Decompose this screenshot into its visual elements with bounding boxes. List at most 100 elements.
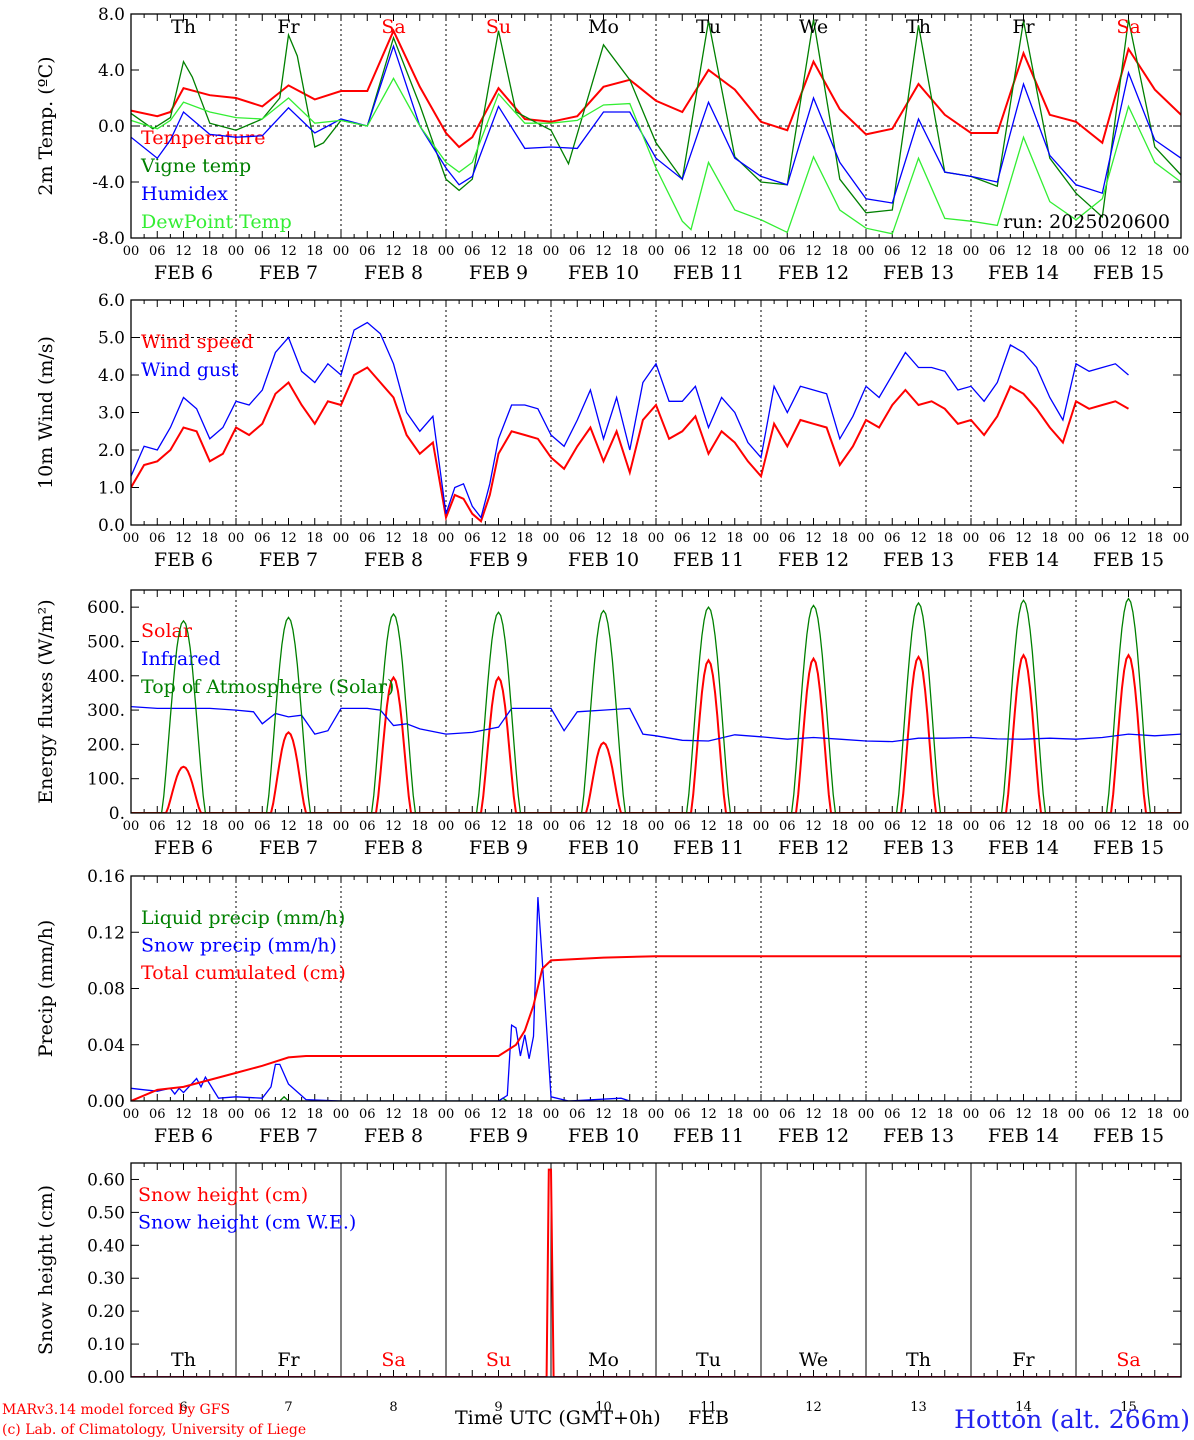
hour-tick-label: 18 — [621, 531, 638, 546]
hour-tick-label: 06 — [464, 244, 481, 259]
hour-tick-label: 18 — [1146, 531, 1163, 546]
hour-tick-label: 00 — [1173, 1107, 1190, 1122]
day-label: FEB 11 — [673, 262, 744, 284]
panel-energy: 600. 500. 400. 300. 200. 100. 0. Solar Infrared T… — [35, 589, 1190, 859]
y-tick-label: 4.0 — [98, 366, 125, 386]
weekday-label: Fr — [277, 1349, 300, 1371]
hour-tick-label: 00 — [1173, 819, 1190, 834]
hour-tick-label: 12 — [700, 1107, 717, 1122]
hour-tick-label: 18 — [1041, 244, 1058, 259]
y-tick-label: 5.0 — [98, 329, 125, 349]
hour-tick-label: 18 — [1146, 819, 1163, 834]
hour-tick-label: 18 — [411, 819, 428, 834]
legend-entry: Solar — [141, 620, 193, 642]
hour-tick-label: 18 — [831, 244, 848, 259]
hour-tick-label: 06 — [989, 531, 1006, 546]
y-tick-label: 100. — [87, 770, 125, 790]
hour-tick-label: 00 — [333, 531, 350, 546]
day-label: FEB 15 — [1093, 837, 1164, 859]
day-label: FEB 7 — [259, 549, 318, 571]
hour-tick-label: 12 — [490, 1107, 507, 1122]
day-number: 14 — [1015, 1400, 1032, 1415]
y-tick-label: 500. — [87, 632, 125, 652]
weekday-label: Fr — [277, 16, 300, 38]
series-line-humidex — [131, 44, 1181, 204]
series-line-snow-height-cm- — [131, 1168, 1181, 1377]
hour-tick-label: 00 — [963, 819, 980, 834]
hour-tick-label: 12 — [595, 819, 612, 834]
hour-tick-label: 12 — [910, 1107, 927, 1122]
hour-tick-label: 06 — [989, 819, 1006, 834]
day-number: 15 — [1120, 1400, 1137, 1415]
hour-tick-label: 06 — [1094, 819, 1111, 834]
day-label: FEB 6 — [154, 1125, 213, 1147]
weekday-label: Sa — [381, 16, 405, 38]
hour-tick-label: 18 — [936, 819, 953, 834]
y-tick-label: 1.0 — [98, 479, 125, 499]
y-tick-label: 0.00 — [87, 1092, 125, 1112]
hour-tick-label: 00 — [543, 531, 560, 546]
hour-tick-label: 06 — [674, 1107, 691, 1122]
panel-wind: 6.0 5.0 4.0 3.0 2.0 1.0 0.0 Wind speed Wind gust… — [35, 291, 1189, 571]
hour-tick-label: 18 — [201, 244, 218, 259]
hour-tick-label: 12 — [1120, 819, 1137, 834]
weekday-label: Mo — [588, 1349, 619, 1371]
hour-tick-label: 00 — [1173, 244, 1190, 259]
hour-tick-label: 00 — [543, 244, 560, 259]
day-number: 8 — [389, 1400, 397, 1415]
day-number: 13 — [910, 1400, 927, 1415]
weekday-label: Sa — [1116, 1349, 1140, 1371]
day-label: FEB 8 — [364, 262, 423, 284]
day-label: FEB 13 — [883, 549, 954, 571]
weekday-label: Th — [906, 16, 931, 38]
hour-tick-label: 18 — [306, 531, 323, 546]
hour-tick-label: 00 — [858, 531, 875, 546]
hour-tick-label: 12 — [1015, 244, 1032, 259]
hour-tick-label: 06 — [254, 1107, 271, 1122]
hour-tick-label: 18 — [306, 1107, 323, 1122]
hour-tick-label: 12 — [490, 244, 507, 259]
hour-tick-label: 06 — [674, 819, 691, 834]
hour-tick-label: 06 — [884, 244, 901, 259]
hour-tick-label: 18 — [621, 244, 638, 259]
hour-tick-label: 12 — [910, 244, 927, 259]
hour-tick-label: 12 — [385, 244, 402, 259]
hour-tick-label: 06 — [464, 1107, 481, 1122]
day-label: FEB 14 — [988, 262, 1059, 284]
hour-tick-label: 18 — [621, 1107, 638, 1122]
plot-frame — [130, 299, 1182, 526]
plot-frame — [130, 13, 1182, 239]
hour-tick-label: 12 — [805, 531, 822, 546]
weekday-label: Fr — [1012, 16, 1035, 38]
hour-tick-label: 12 — [1120, 1107, 1137, 1122]
y-tick-label: 0.60 — [87, 1170, 125, 1190]
legend-entry: Snow precip (mm/h) — [141, 935, 337, 957]
day-label: FEB 12 — [778, 262, 849, 284]
series-line-wind-speed — [131, 366, 1129, 524]
y-tick-label: 2.0 — [98, 441, 125, 461]
day-label: FEB 13 — [883, 262, 954, 284]
legend-entry: Liquid precip (mm/h) — [141, 907, 345, 929]
hour-tick-label: 06 — [464, 819, 481, 834]
lab-credit: (c) Lab. of Climatology, University of L… — [2, 1422, 306, 1438]
hour-tick-label: 18 — [201, 1107, 218, 1122]
hour-tick-label: 00 — [648, 244, 665, 259]
model-credit: MARv3.14 model forced by GFS — [2, 1402, 230, 1418]
hour-tick-label: 12 — [280, 531, 297, 546]
series-line-total-cumulated-cm- — [131, 955, 1181, 1101]
hour-tick-label: 18 — [726, 1107, 743, 1122]
series-line-wind-gust — [131, 321, 1129, 519]
hour-tick-label: 06 — [674, 244, 691, 259]
hour-tick-label: 18 — [201, 819, 218, 834]
hour-tick-label: 00 — [123, 1107, 140, 1122]
x-axis-month: FEB — [688, 1407, 729, 1429]
hour-tick-label: 00 — [753, 531, 770, 546]
hour-tick-label: 00 — [228, 819, 245, 834]
hour-tick-label: 12 — [1120, 244, 1137, 259]
day-label: FEB 11 — [673, 837, 744, 859]
day-label: FEB 14 — [988, 549, 1059, 571]
hour-tick-label: 06 — [884, 1107, 901, 1122]
day-label: FEB 15 — [1093, 1125, 1164, 1147]
hour-tick-label: 12 — [175, 819, 192, 834]
y-tick-label: 3.0 — [98, 404, 125, 424]
